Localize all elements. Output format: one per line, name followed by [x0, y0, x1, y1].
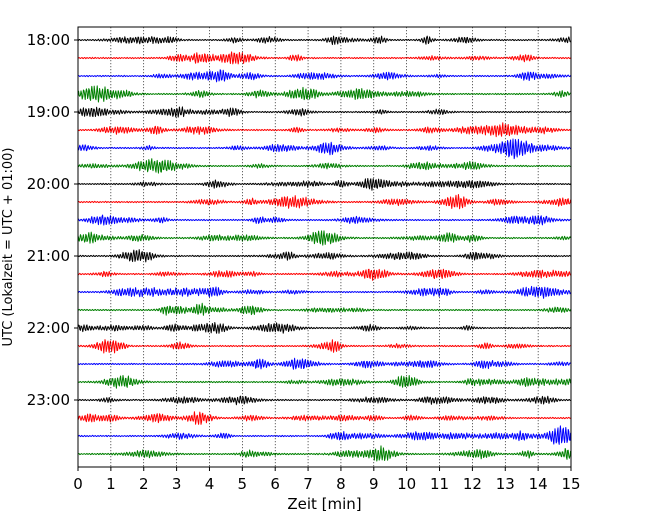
trace-1845 [77, 85, 571, 103]
trace-2130 [77, 285, 572, 299]
trace-1830 [77, 69, 572, 83]
y-tick-label: 21:00 [27, 247, 70, 265]
x-tick-label: 1 [106, 475, 116, 493]
trace-1915 [77, 122, 571, 138]
y-tick-label: 18:00 [27, 31, 70, 49]
y-tick-label: 19:00 [27, 103, 70, 121]
y-tick-label: 22:00 [27, 319, 70, 337]
x-tick-label: 9 [369, 475, 379, 493]
trace-1945 [77, 158, 571, 174]
trace-2245 [77, 374, 572, 389]
trace-1930 [77, 138, 571, 160]
x-tick-label: 13 [496, 475, 515, 493]
y-axis-label: UTC (Lokalzeit = UTC + 01:00) [1, 148, 16, 347]
y-tick-label: 23:00 [27, 391, 70, 409]
trace-2145 [77, 302, 572, 316]
trace-2015 [77, 193, 572, 210]
x-tick-label: 12 [463, 475, 482, 493]
x-tick-label: 0 [73, 475, 83, 493]
trace-2045 [77, 230, 572, 246]
plot-frame [77, 26, 572, 468]
trace-2200 [77, 321, 571, 334]
trace-1800 [77, 35, 571, 46]
trace-2230 [77, 357, 571, 370]
x-tick-label: 15 [561, 475, 580, 493]
trace-2115 [77, 268, 571, 281]
x-tick-label: 7 [303, 475, 313, 493]
trace-2345 [77, 445, 572, 462]
trace-2315 [77, 411, 571, 425]
trace-1900 [77, 106, 571, 118]
trace-2000 [77, 177, 572, 191]
x-axis-label: Zeit [min] [287, 495, 361, 513]
trace-2100 [77, 249, 571, 263]
x-tick-label: 11 [430, 475, 449, 493]
x-tick-label: 6 [270, 475, 280, 493]
x-tick-label: 2 [139, 475, 149, 493]
x-tick-label: 5 [238, 475, 248, 493]
x-tick-label: 14 [529, 475, 548, 493]
trace-2330 [77, 425, 572, 445]
x-tick-label: 8 [336, 475, 346, 493]
trace-2030 [77, 214, 571, 226]
trace-2215 [77, 339, 571, 354]
y-tick-label: 20:00 [27, 175, 70, 193]
x-tick-label: 10 [397, 475, 416, 493]
x-tick-label: 3 [172, 475, 182, 493]
trace-1815 [77, 51, 571, 65]
trace-lines [77, 35, 572, 462]
y-axis: 18:00 19:00 20:00 21:00 22:00 23:00 [27, 31, 78, 409]
x-tick-label: 4 [205, 475, 215, 493]
trace-2300 [77, 395, 571, 406]
x-axis: 0 1 2 3 4 5 6 7 8 9 10 11 12 13 14 15 [73, 467, 581, 493]
grid-lines [110, 27, 539, 467]
